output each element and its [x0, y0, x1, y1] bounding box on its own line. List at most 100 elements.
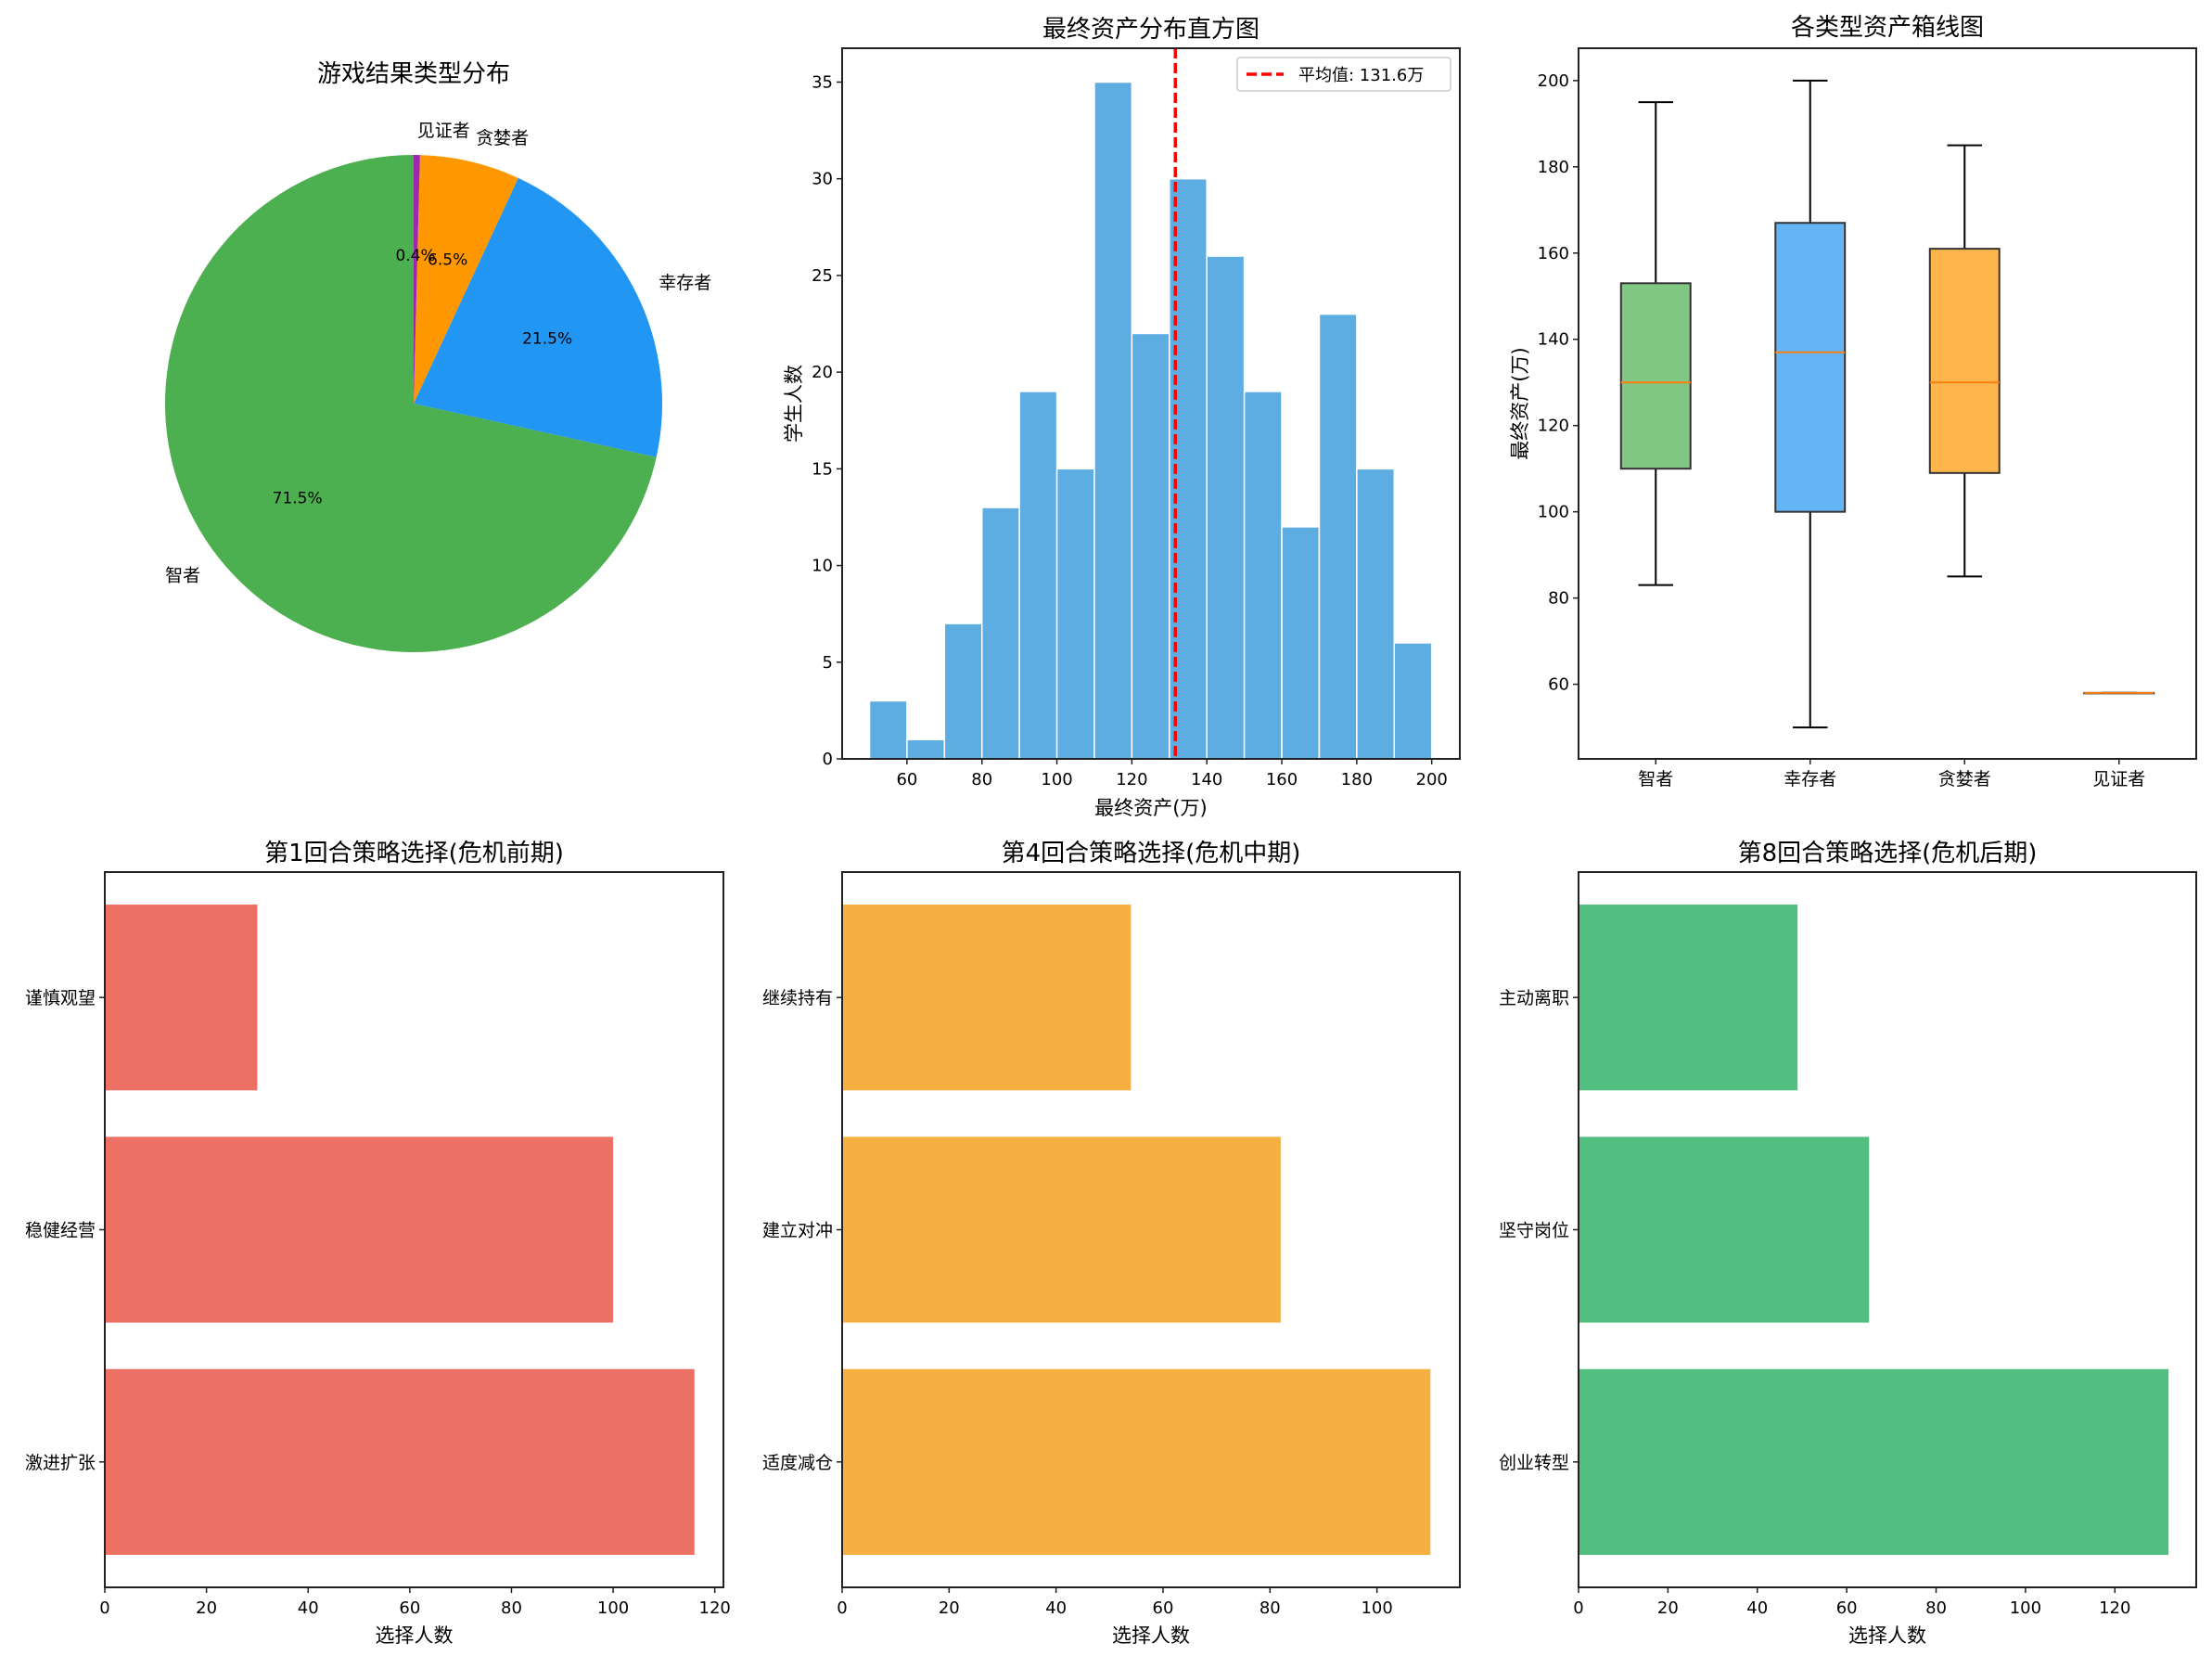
y-tick-label: 15 — [812, 459, 833, 479]
y-tick-label: 180 — [1538, 158, 1569, 177]
y-tick-label: 20 — [812, 363, 833, 382]
histogram-bar — [1093, 81, 1133, 760]
histogram-bar — [980, 507, 1020, 760]
y-tick-label: 200 — [1538, 71, 1569, 91]
y-tick-label: 35 — [812, 72, 833, 92]
x-tick-label: 60 — [399, 1598, 420, 1618]
x-tick-label: 120 — [1116, 770, 1147, 789]
y-tick-label: 160 — [1538, 244, 1569, 263]
x-tick-label: 80 — [501, 1598, 522, 1618]
y-tick-label: 120 — [1538, 417, 1569, 436]
y-tick-label: 激进扩张 — [25, 1453, 96, 1473]
box — [1619, 282, 1692, 470]
histogram-bar — [868, 700, 908, 760]
x-tick-label: 0 — [99, 1598, 109, 1618]
strategy-axes — [841, 871, 1461, 1588]
y-tick-label: 100 — [1538, 503, 1569, 522]
x-tick-label: 100 — [1361, 1598, 1392, 1618]
x-tick-label: 120 — [2099, 1598, 2130, 1618]
x-tick-label: 120 — [699, 1598, 731, 1618]
y-tick-label: 10 — [812, 557, 833, 576]
legend-label: 平均值: 131.6万 — [1298, 66, 1424, 85]
x-tick-label: 180 — [1341, 770, 1373, 789]
boxplot-axes — [1578, 47, 2197, 760]
box — [1774, 222, 1847, 513]
x-axis-label: 选择人数 — [376, 1624, 454, 1647]
x-axis-label: 选择人数 — [1112, 1624, 1190, 1647]
histogram-bar — [906, 738, 946, 760]
x-tick-label: 智者 — [1638, 769, 1673, 789]
x-tick-label: 0 — [837, 1598, 847, 1618]
pie-pct-label: 71.5% — [273, 490, 323, 508]
y-tick-label: 建立对冲 — [762, 1221, 833, 1241]
x-tick-label: 20 — [1657, 1598, 1679, 1618]
x-axis-label: 选择人数 — [1848, 1624, 1926, 1647]
y-axis-label: 最终资产(万) — [1509, 347, 1531, 459]
strategy-title: 第8回合策略选择(危机后期) — [1738, 840, 2038, 867]
boxplot-title: 各类型资产箱线图 — [1791, 14, 1984, 42]
strategy-bar — [105, 1136, 614, 1323]
x-tick-label: 200 — [1416, 770, 1448, 789]
strategy-bar — [105, 905, 258, 1091]
x-axis-label: 最终资产(万) — [1094, 797, 1207, 819]
histogram-bar — [1281, 526, 1321, 760]
x-tick-label: 160 — [1266, 770, 1298, 789]
y-tick-label: 5 — [823, 653, 833, 673]
box — [1928, 248, 2001, 474]
x-tick-label: 20 — [196, 1598, 217, 1618]
pie-slice — [414, 177, 662, 457]
pie-slice — [164, 155, 657, 653]
x-tick-label: 见证者 — [2092, 769, 2145, 789]
histogram-bar — [1055, 468, 1095, 760]
strategy-title: 第1回合策略选择(危机前期) — [264, 840, 564, 867]
y-tick-label: 30 — [812, 170, 833, 189]
pie-label: 幸存者 — [658, 273, 711, 293]
pie-pct-label: 0.4% — [395, 247, 435, 265]
pie-title: 游戏结果类型分布 — [317, 60, 510, 88]
y-tick-label: 坚守岗位 — [1499, 1221, 1569, 1241]
y-tick-label: 0 — [823, 750, 833, 769]
x-tick-label: 40 — [1746, 1598, 1768, 1618]
y-tick-label: 主动离职 — [1499, 988, 1569, 1008]
histogram-bar — [1131, 332, 1170, 760]
strategy-bar — [842, 1368, 1431, 1555]
histogram-bar — [1318, 313, 1358, 760]
y-tick-label: 继续持有 — [762, 988, 833, 1008]
strategy-bar — [1579, 1368, 2169, 1555]
y-tick-label: 80 — [1548, 589, 1569, 609]
pie-pct-label: 6.5% — [428, 250, 467, 269]
y-tick-label: 60 — [1548, 675, 1569, 695]
x-tick-label: 100 — [597, 1598, 629, 1618]
y-tick-label: 稳健经营 — [25, 1221, 96, 1241]
x-tick-label: 80 — [1259, 1598, 1281, 1618]
y-tick-label: 25 — [812, 266, 833, 286]
histogram-bar — [1206, 255, 1246, 760]
x-tick-label: 40 — [298, 1598, 319, 1618]
histogram-bar — [1243, 391, 1283, 760]
pie-slice — [414, 155, 420, 404]
y-tick-label: 适度减仓 — [762, 1453, 833, 1473]
x-tick-label: 60 — [1153, 1598, 1174, 1618]
histogram-axes — [841, 47, 1461, 760]
x-tick-label: 贪婪者 — [1938, 769, 1991, 789]
histogram-bar — [1393, 642, 1433, 760]
legend-box — [1236, 57, 1451, 92]
x-tick-label: 100 — [2010, 1598, 2041, 1618]
strategy-bar — [842, 1136, 1281, 1323]
x-tick-label: 80 — [971, 770, 992, 789]
x-tick-label: 60 — [896, 770, 917, 789]
histogram-bar — [943, 623, 983, 760]
x-tick-label: 60 — [1836, 1598, 1858, 1618]
x-tick-label: 幸存者 — [1784, 769, 1836, 789]
histogram-title: 最终资产分布直方图 — [1042, 16, 1259, 44]
x-tick-label: 20 — [939, 1598, 960, 1618]
y-tick-label: 创业转型 — [1499, 1453, 1569, 1473]
strategy-bar — [1579, 1136, 1870, 1323]
pie-label: 贪婪者 — [476, 128, 529, 148]
strategy-bar — [842, 905, 1132, 1091]
x-tick-label: 140 — [1191, 770, 1222, 789]
pie-label: 智者 — [165, 566, 200, 586]
strategy-bar — [105, 1368, 695, 1555]
x-tick-label: 80 — [1925, 1598, 1947, 1618]
